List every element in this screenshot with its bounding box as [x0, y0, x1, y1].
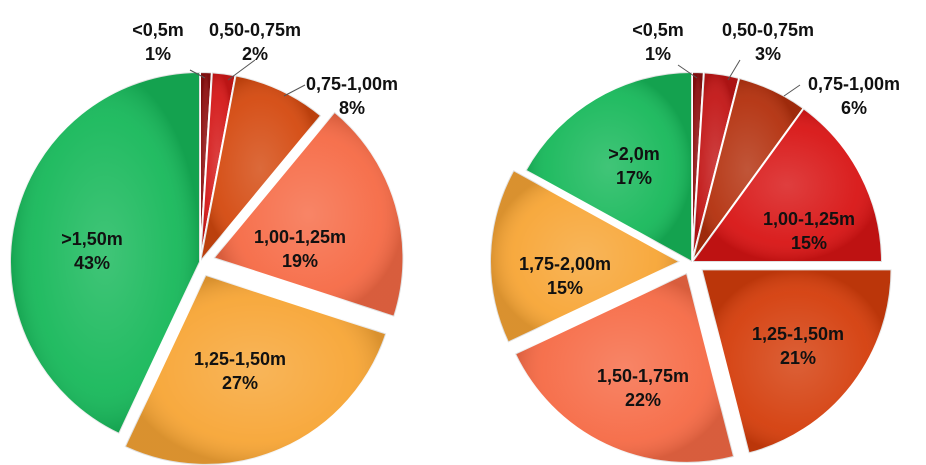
slice-label: 1,00-1,25m 15% — [763, 209, 855, 253]
leader-line — [727, 59, 741, 81]
slice-category-label: 0,75-1,00m — [808, 74, 900, 94]
slice-category-label: 1,25-1,50m — [752, 324, 844, 344]
slice-percent-label: 2% — [242, 44, 268, 64]
slice-label: 1,00-1,25m 19% — [254, 227, 346, 271]
slice-percent-label: 19% — [282, 251, 318, 271]
slice-percent-label: 1% — [645, 44, 671, 64]
slice-category-label: <0,5m — [632, 20, 684, 40]
slice-category-label: 0,75-1,00m — [306, 74, 398, 94]
slice-label: <0,5m 1% — [632, 20, 684, 64]
slice-percent-label: 6% — [841, 98, 867, 118]
slice-percent-label: 15% — [791, 233, 827, 253]
leader-line — [189, 69, 206, 79]
slice-label: 1,25-1,50m 27% — [194, 349, 286, 393]
slice-category-label: 1,75-2,00m — [519, 254, 611, 274]
slice-label: <0,5m 1% — [132, 20, 184, 64]
slice-percent-label: 27% — [222, 373, 258, 393]
slice-label: 0,50-0,75m 2% — [209, 20, 301, 64]
slice-percent-label: 22% — [625, 390, 661, 410]
slice-category-label: 1,50-1,75m — [597, 366, 689, 386]
slice-category-label: 0,50-0,75m — [209, 20, 301, 40]
slice-label: >1,50m 43% — [61, 229, 123, 273]
slice-percent-label: 8% — [339, 98, 365, 118]
slice-category-label: >1,50m — [61, 229, 123, 249]
leader-line — [677, 64, 698, 79]
slice-percent-label: 1% — [145, 44, 171, 64]
leader-line — [283, 84, 306, 97]
slice-label: 1,50-1,75m 22% — [597, 366, 689, 410]
slice-label: 1,25-1,50m 21% — [752, 324, 844, 368]
pie-chart-left: <0,5m 1% 0,50-0,75m 2% 0,75-1,00m 8% 1,00-1,25… — [9, 20, 405, 465]
slice-category-label: 1,25-1,50m — [194, 349, 286, 369]
slice-label: 0,75-1,00m 6% — [808, 74, 900, 118]
slice-label: 0,50-0,75m 3% — [722, 20, 814, 64]
slice-label: 0,75-1,00m 8% — [306, 74, 398, 118]
slice-category-label: <0,5m — [132, 20, 184, 40]
leader-line — [783, 84, 801, 97]
slice-label: >2,0m 17% — [608, 144, 660, 188]
slice-percent-label: 15% — [547, 278, 583, 298]
slice-category-label: 1,00-1,25m — [763, 209, 855, 229]
slice-label: 1,75-2,00m 15% — [519, 254, 611, 298]
slice-percent-label: 43% — [74, 253, 110, 273]
pie-chart-right: <0,5m 1% 0,50-0,75m 3% 0,75-1,00m 6% 1,00-1,25… — [489, 20, 900, 464]
slice-percent-label: 17% — [616, 168, 652, 188]
slice-percent-label: 3% — [755, 44, 781, 64]
slice-category-label: 0,50-0,75m — [722, 20, 814, 40]
slice-category-label: 1,00-1,25m — [254, 227, 346, 247]
leader-line — [227, 59, 256, 81]
slice-category-label: >2,0m — [608, 144, 660, 164]
slice-percent-label: 21% — [780, 348, 816, 368]
